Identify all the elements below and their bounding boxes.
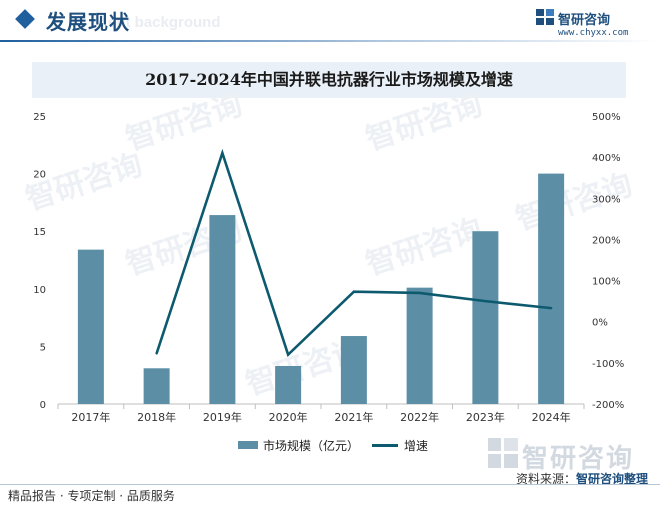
legend-bar-swatch [238, 441, 258, 449]
chart-title: 2017-2024年中国并联电抗器行业市场规模及增速 [145, 70, 513, 89]
header-divider [0, 40, 660, 42]
legend: 市场规模（亿元） 增速 [0, 436, 660, 454]
bar-4 [340, 336, 367, 404]
bar-1 [143, 368, 170, 404]
y-right-tick-label-1: -100% [592, 359, 624, 370]
watermark-text: 智研咨询 [522, 444, 635, 474]
brand-logo-icon [536, 9, 554, 25]
source-note: 资料来源：智研咨询整理 [516, 470, 648, 487]
y-left-tick-label-3: 15 [33, 227, 46, 238]
growth-point-7 [549, 306, 553, 310]
growth-point-6 [484, 299, 487, 303]
x-tick-label-0: 2017年 [71, 410, 110, 424]
growth-point-4 [352, 290, 356, 293]
bar-6 [472, 231, 499, 404]
y-right-tick-label-6: 400% [592, 153, 621, 164]
growth-point-3 [286, 353, 290, 356]
growth-point-2 [221, 151, 224, 155]
y-left-tick-label-5: 25 [33, 112, 46, 123]
x-tick-label-3: 2020年 [269, 410, 308, 424]
chart-title-band: 2017-2024年中国并联电抗器行业市场规模及增速 [32, 62, 626, 98]
bg-watermark-0: 智研咨询 [122, 87, 247, 157]
source-label: 资料来源： [515, 472, 576, 486]
x-tick-label-6: 2023年 [466, 410, 505, 424]
growth-point-5 [418, 291, 421, 295]
y-left-tick-label-0: 0 [40, 400, 46, 411]
bar-0 [77, 249, 104, 404]
x-tick-label-1: 2018年 [137, 410, 176, 424]
y-right-tick-label-7: 500% [592, 112, 621, 123]
footer-text: 精品报告 · 专项定制 · 品质服务 [8, 489, 175, 503]
y-right-tick-label-3: 100% [592, 277, 621, 288]
bg-watermark-6: 智研咨询 [22, 147, 147, 217]
footer-divider [0, 484, 660, 485]
growth-point-1 [155, 352, 158, 355]
section-title: 发展现状 [46, 10, 130, 34]
y-right-tick-label-0: -200% [592, 400, 624, 411]
brand-url[interactable]: www.chyxx.com [558, 28, 629, 38]
x-tick-label-7: 2024年 [532, 410, 571, 424]
bar-2 [209, 215, 236, 404]
bg-watermark-1: 智研咨询 [362, 87, 487, 157]
y-left-tick-label-2: 10 [33, 285, 46, 296]
source-value: 智研咨询整理 [575, 472, 648, 486]
bar-7 [538, 173, 565, 404]
brand[interactable]: 智研咨询 www.chyxx.com [536, 7, 646, 39]
legend-line-swatch [372, 444, 398, 447]
legend-bar-label: 市场规模（亿元） [263, 439, 360, 453]
x-tick-label-5: 2022年 [400, 410, 439, 424]
brand-name: 智研咨询 [558, 13, 611, 28]
y-left-tick-label-4: 20 [33, 170, 46, 181]
header-ghost-text: ent background [108, 14, 221, 31]
legend-line-label: 增速 [404, 439, 429, 453]
x-tick-label-2: 2019年 [203, 410, 242, 424]
watermark-logo-icon [488, 438, 518, 468]
x-tick-label-4: 2021年 [334, 410, 373, 424]
y-right-tick-label-5: 300% [592, 194, 621, 205]
y-right-tick-label-2: 0% [592, 318, 608, 329]
y-right-tick-label-4: 200% [592, 235, 621, 246]
y-left-tick-label-1: 5 [40, 342, 46, 353]
bg-watermark-3: 智研咨询 [362, 212, 487, 282]
bar-5 [406, 287, 433, 404]
bar-3 [275, 365, 302, 404]
header-bar: ent background 发展现状 智研咨询 www.chyxx.com [0, 0, 660, 42]
